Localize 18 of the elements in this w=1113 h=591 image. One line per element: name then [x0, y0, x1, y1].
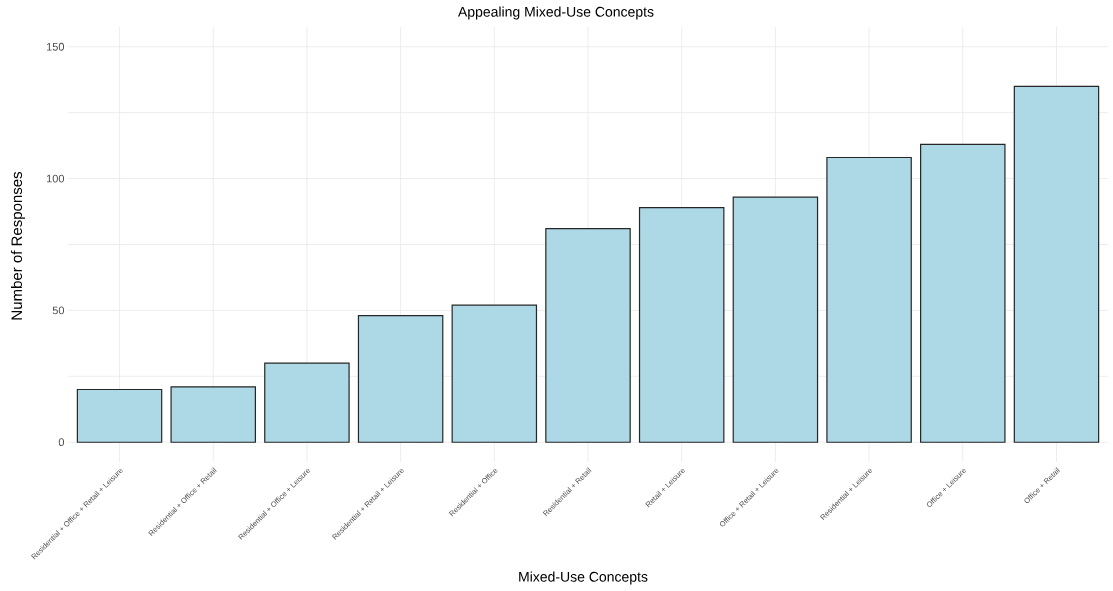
y-tick-label: 50	[52, 306, 65, 315]
chart-title: Appealing Mixed-Use Concepts	[457, 6, 654, 20]
bar	[1013, 85, 1100, 443]
bar	[264, 362, 350, 443]
bar	[920, 143, 1006, 443]
bar	[76, 388, 163, 443]
y-tick-label: 100	[46, 174, 65, 183]
bar	[732, 196, 819, 443]
x-axis-title: Mixed-Use Concepts	[519, 571, 648, 585]
y-tick-label: 150	[46, 42, 65, 51]
bar	[170, 386, 256, 443]
bar	[638, 206, 725, 443]
bar	[545, 228, 631, 443]
bar	[826, 156, 912, 443]
y-axis-title: Number of Responses	[11, 171, 25, 320]
bar	[451, 304, 538, 443]
y-tick-label: 0	[58, 438, 65, 447]
bar	[357, 315, 444, 443]
